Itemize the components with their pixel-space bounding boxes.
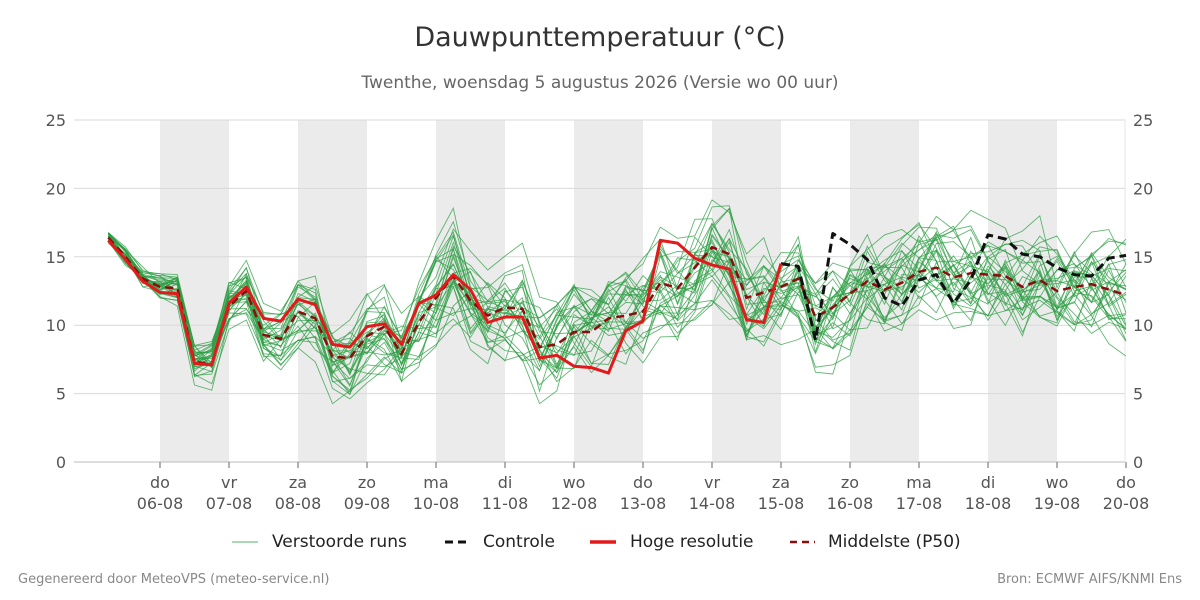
y-tick-left-5: 5 (56, 385, 66, 404)
legend-swatch-median (790, 540, 815, 544)
legend-label-highres: Hoge resolutie (630, 532, 754, 552)
x-tick-day-12-08: wo (563, 473, 586, 492)
x-tick-date-16-08: 16-08 (827, 494, 874, 513)
legend-label-control: Controle (483, 532, 555, 552)
legend-swatch-highres (590, 540, 616, 544)
x-tick-date-18-08: 18-08 (965, 494, 1012, 513)
legend-swatch-ensemble (232, 541, 258, 543)
x-tick-day-10-08: ma (423, 473, 448, 492)
ensemble-member-line (107, 235, 1127, 378)
y-tick-left-15: 15 (46, 248, 66, 267)
x-tick-date-10-08: 10-08 (413, 494, 460, 513)
y-tick-right-5: 5 (1133, 385, 1143, 404)
x-tick-day-08-08: za (289, 473, 307, 492)
x-tick-day-19-08: wo (1046, 473, 1069, 492)
y-tick-right-25: 25 (1133, 111, 1153, 130)
chart-subtitle: Twenthe, woensdag 5 augustus 2026 (Versi… (361, 73, 839, 93)
x-tick-day-07-08: vr (221, 473, 237, 492)
x-tick-day-16-08: zo (841, 473, 859, 492)
legend: Verstoorde runs Controle Hoge resolutie … (0, 529, 1200, 555)
footer-source: Bron: ECMWF AIFS/KNMI Ens (997, 572, 1182, 587)
x-tick-date-19-08: 19-08 (1034, 494, 1081, 513)
ensemble-member-line (107, 230, 1127, 396)
legend-swatch-control (445, 540, 470, 544)
ensemble-member-line (108, 207, 1127, 376)
x-tick-date-06-08: 06-08 (137, 494, 184, 513)
ensemble-member-line (108, 222, 1127, 362)
ensemble-member-line (107, 235, 1127, 400)
x-tick-date-17-08: 17-08 (896, 494, 943, 513)
y-tick-right-20: 20 (1133, 179, 1153, 198)
legend-label-median: Middelste (P50) (828, 532, 961, 552)
ensemble-member-line (107, 225, 1127, 370)
legend-item-ensemble: Verstoorde runs (230, 529, 407, 555)
x-tick-day-06-08: do (150, 473, 170, 492)
highres-series-line (107, 238, 783, 375)
footer-credit: Gegenereerd door MeteoVPS (meteo-service… (18, 572, 330, 587)
x-tick-date-14-08: 14-08 (689, 494, 736, 513)
ensemble-member-line (107, 236, 1127, 367)
y-tick-right-10: 10 (1133, 316, 1153, 335)
ensemble-member-line (107, 232, 1127, 380)
legend-item-median: Middelste (P50) (788, 529, 961, 555)
x-tick-day-17-08: ma (906, 473, 931, 492)
ensemble-member-line (107, 229, 1127, 374)
x-tick-date-12-08: 12-08 (551, 494, 598, 513)
shaded-day-08-08 (298, 120, 367, 462)
legend-item-control: Controle (443, 529, 555, 555)
ensemble-member-line (108, 235, 1127, 372)
x-tick-date-11-08: 11-08 (482, 494, 529, 513)
x-tick-date-20-08: 20-08 (1103, 494, 1150, 513)
x-tick-day-18-08: di (981, 473, 996, 492)
legend-label-ensemble: Verstoorde runs (272, 532, 407, 552)
y-tick-right-15: 15 (1133, 248, 1153, 267)
y-tick-left-20: 20 (46, 179, 66, 198)
x-tick-day-20-08: do (1116, 473, 1136, 492)
x-tick-date-13-08: 13-08 (620, 494, 667, 513)
median-series-line (107, 236, 1127, 365)
ensemble-member-line (107, 218, 1127, 376)
y-tick-left-10: 10 (46, 316, 66, 335)
y-tick-right-0: 0 (1133, 453, 1143, 472)
y-tick-left-25: 25 (46, 111, 66, 130)
x-tick-day-14-08: vr (704, 473, 720, 492)
x-tick-day-09-08: zo (358, 473, 376, 492)
y-tick-left-0: 0 (56, 453, 66, 472)
x-tick-day-11-08: di (498, 473, 513, 492)
x-tick-date-07-08: 07-08 (206, 494, 253, 513)
x-tick-day-15-08: za (772, 473, 790, 492)
x-tick-date-08-08: 08-08 (275, 494, 322, 513)
legend-item-highres: Hoge resolutie (588, 529, 754, 555)
ensemble-member-line (108, 238, 1127, 391)
x-tick-date-15-08: 15-08 (758, 494, 805, 513)
x-tick-date-09-08: 09-08 (344, 494, 391, 513)
chart-title: Dauwpunttemperatuur (°C) (414, 22, 786, 53)
ensemble-member-line (108, 233, 1127, 386)
x-tick-day-13-08: do (633, 473, 653, 492)
